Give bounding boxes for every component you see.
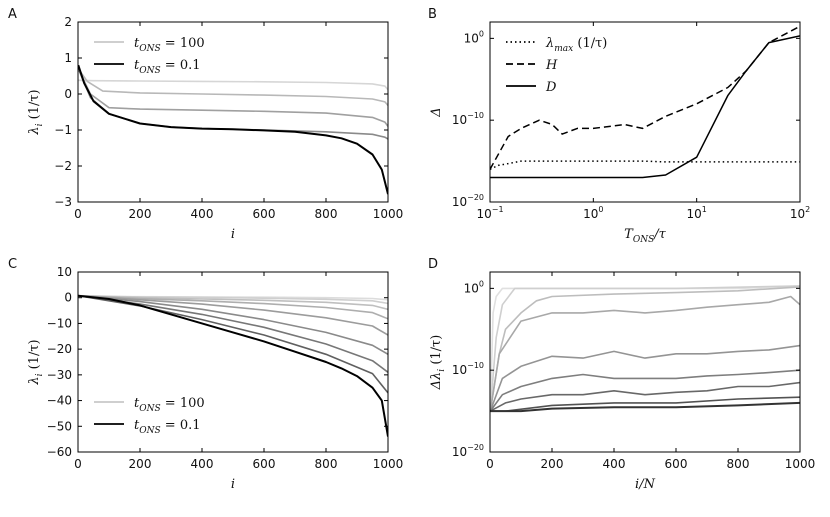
x-tick-label: 800 xyxy=(315,457,338,471)
x-tick-label: 100 xyxy=(583,205,603,221)
series-line-C-6 xyxy=(78,294,388,373)
series-line-D-0 xyxy=(490,285,800,412)
legend-A: tONS = 100 tONS = 0.1 xyxy=(94,36,205,76)
legend-B: λmax (1/τ) HD xyxy=(506,36,607,95)
series-line-D-6 xyxy=(490,381,800,412)
x-axis-label: i/N xyxy=(635,477,656,492)
y-tick-label: −2 xyxy=(54,159,72,173)
legend-label: tONS = 100 xyxy=(134,36,205,54)
x-tick-label: 0 xyxy=(74,457,82,471)
legend-label: tONS = 0.1 xyxy=(134,418,201,436)
y-tick-label: −3 xyxy=(54,195,72,209)
y-tick-label: 10−20 xyxy=(452,443,484,459)
series-line-A-2 xyxy=(78,68,388,127)
x-tick-label: 600 xyxy=(253,207,276,221)
legend-label: H xyxy=(545,58,558,73)
y-tick-label: −30 xyxy=(47,368,72,382)
x-tick-label: 400 xyxy=(191,207,214,221)
x-tick-label: 102 xyxy=(790,205,810,221)
axes-frame-A xyxy=(77,21,389,203)
panel-A: 0 200 400 600 800 1000 −3 −2 −1 0 1 2 Ai λi (1/τ) tONS… xyxy=(8,7,403,242)
series-line-A-1 xyxy=(78,68,388,107)
series-line-B-0 xyxy=(490,160,800,170)
y-tick-label: −10 xyxy=(47,316,72,330)
series-line-D-4 xyxy=(490,344,800,412)
legend-label: tONS = 100 xyxy=(134,396,205,414)
series-line-A-0 xyxy=(78,79,388,91)
axes-frame-B xyxy=(489,21,801,203)
y-tick-label: 10 xyxy=(57,265,72,279)
series-line-D-1 xyxy=(490,285,800,412)
legend-label: D xyxy=(545,80,557,95)
legend-label: tONS = 0.1 xyxy=(134,58,201,76)
y-axis-label: Δ xyxy=(429,107,444,117)
x-tick-label: 200 xyxy=(129,457,152,471)
x-tick-label: 400 xyxy=(603,457,626,471)
y-axis-label: Δλi (1/τ) xyxy=(429,335,447,391)
plot-area xyxy=(78,294,388,437)
x-tick-label: 0 xyxy=(74,207,82,221)
series-line-A-4 xyxy=(78,64,388,195)
x-tick-label: 1000 xyxy=(785,457,816,471)
y-tick-label: 100 xyxy=(464,29,484,45)
y-tick-label: −50 xyxy=(47,419,72,433)
axes-frame-D xyxy=(489,271,801,453)
x-tick-label: 600 xyxy=(253,457,276,471)
y-axis-label: λi (1/τ) xyxy=(27,89,45,135)
panel-label: D xyxy=(428,257,438,272)
series-line-D-5 xyxy=(490,369,800,412)
y-tick-label: 100 xyxy=(464,279,484,295)
y-tick-label: 0 xyxy=(64,291,72,305)
series-line-C-7 xyxy=(78,294,388,394)
series-line-B-1 xyxy=(490,25,800,170)
series-line-D-2 xyxy=(490,286,800,412)
plot-area xyxy=(490,285,800,413)
y-tick-label: 0 xyxy=(64,87,72,101)
legend-C: tONS = 100 tONS = 0.1 xyxy=(94,396,205,436)
x-tick-label: 10−1 xyxy=(476,205,503,221)
y-tick-label: −60 xyxy=(47,445,72,459)
series-line-D-3 xyxy=(490,295,800,412)
axes-frame-C xyxy=(77,271,389,453)
x-tick-label: 800 xyxy=(315,207,338,221)
x-axis-label: TONS/τ xyxy=(624,227,666,245)
series-line-C-2 xyxy=(78,294,388,311)
y-tick-label: 10−10 xyxy=(452,361,484,377)
y-tick-label: 10−10 xyxy=(452,111,484,127)
x-tick-label: 200 xyxy=(541,457,564,471)
x-axis-label: i xyxy=(231,227,235,242)
x-tick-label: 1000 xyxy=(373,457,404,471)
y-tick-label: 10−20 xyxy=(452,193,484,209)
series-line-C-8 xyxy=(78,294,388,437)
panel-C: 0 200 400 600 800 1000 −60 −50 −40 −30 −20 −10 0 10 Ci… xyxy=(8,257,403,492)
y-tick-label: −40 xyxy=(47,394,72,408)
legend-label: λmax (1/τ) xyxy=(545,36,607,54)
y-tick-label: 1 xyxy=(64,51,72,65)
y-tick-label: −1 xyxy=(54,123,72,137)
x-tick-label: 200 xyxy=(129,207,152,221)
panel-label: A xyxy=(8,7,17,22)
panel-D: 0 200 400 600 800 1000 10−20 10−10 100 Di/N Δλi (1… xyxy=(428,257,815,492)
y-tick-label: −20 xyxy=(47,342,72,356)
x-tick-label: 1000 xyxy=(373,207,404,221)
x-tick-label: 800 xyxy=(727,457,750,471)
x-axis-label: i xyxy=(231,477,235,492)
x-tick-label: 600 xyxy=(665,457,688,471)
series-line-C-5 xyxy=(78,294,388,355)
x-tick-label: 400 xyxy=(191,457,214,471)
plot-area xyxy=(78,64,388,195)
series-line-C-3 xyxy=(78,294,388,320)
y-tick-label: 2 xyxy=(64,15,72,29)
y-axis-label: λi (1/τ) xyxy=(27,339,45,385)
series-line-C-4 xyxy=(78,294,388,336)
series-line-B-2 xyxy=(490,35,800,179)
series-line-D-8 xyxy=(490,401,800,413)
panel-label: C xyxy=(8,257,17,272)
x-tick-label: 0 xyxy=(486,457,494,471)
panel-label: B xyxy=(428,7,437,22)
x-tick-label: 101 xyxy=(686,205,706,221)
plot-area xyxy=(490,25,800,179)
